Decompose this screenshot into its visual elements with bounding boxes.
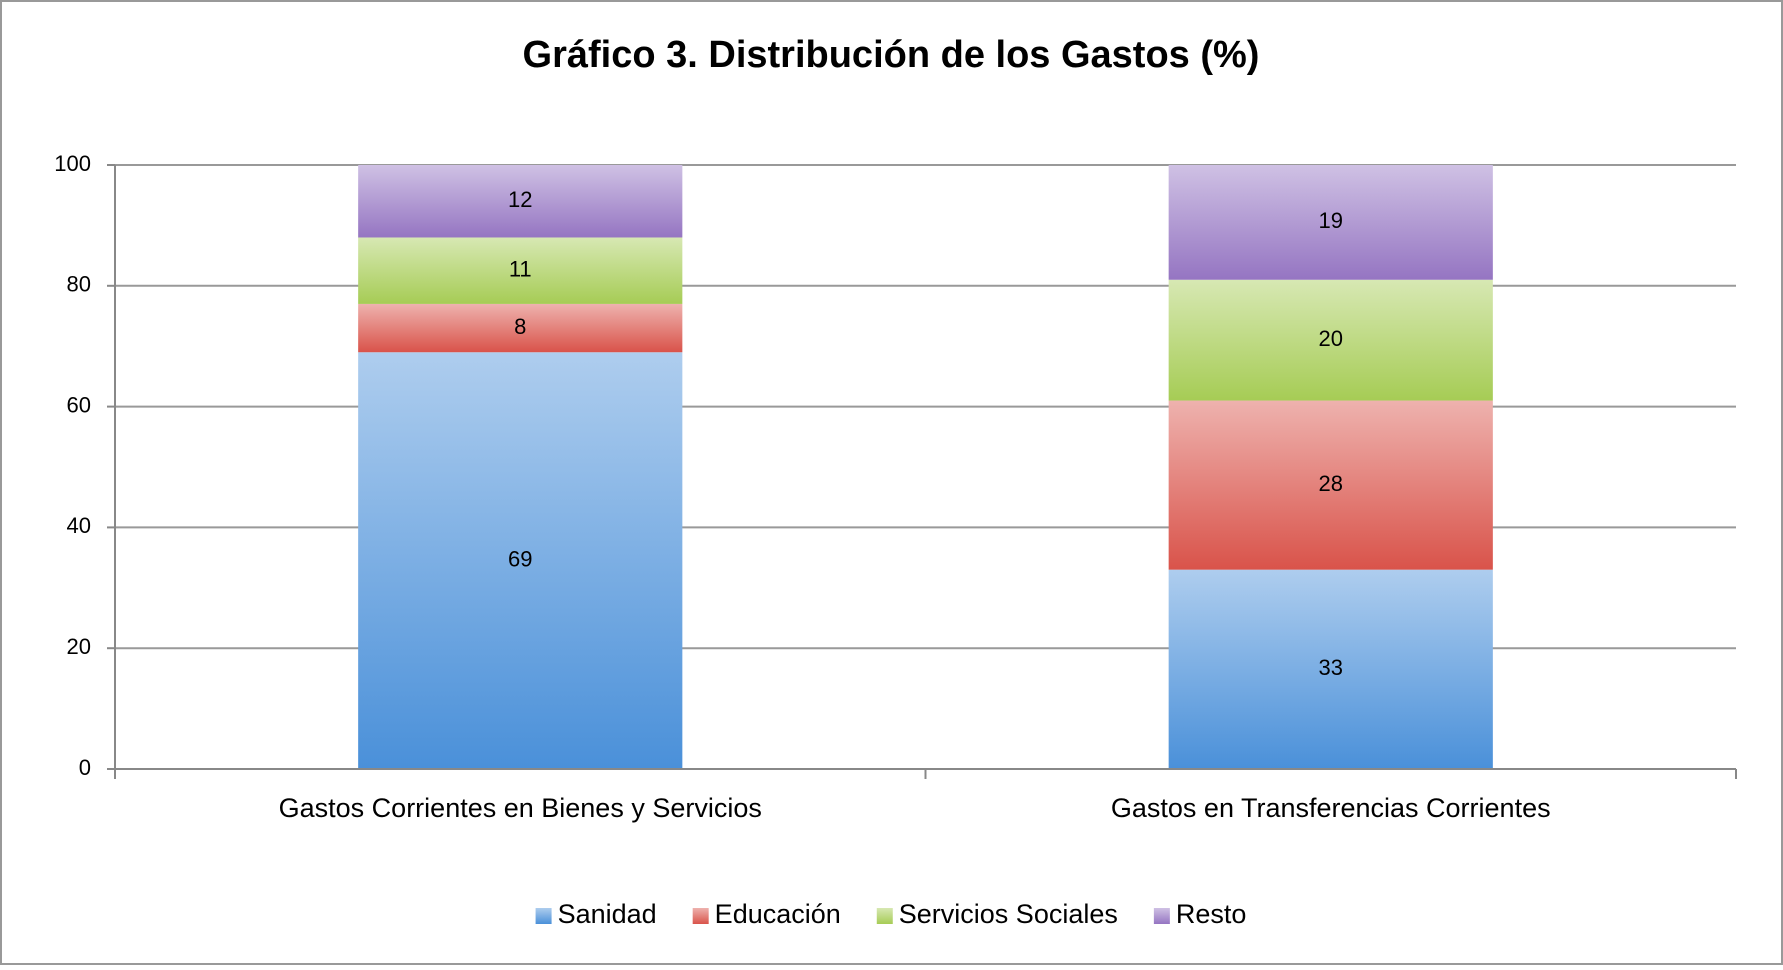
- bar-segment: [358, 237, 683, 304]
- bar-segment: [1168, 279, 1493, 401]
- y-tick-label: 0: [79, 755, 91, 780]
- x-tick-label: Gastos Corrientes en Bienes y Servicios: [279, 793, 762, 823]
- y-tick-label: 40: [67, 513, 91, 538]
- bar-segment: [358, 165, 683, 238]
- y-tick-label: 100: [54, 151, 91, 176]
- bar-segment: [1168, 400, 1493, 570]
- data-label: 69: [508, 546, 532, 571]
- y-tick-label: 60: [67, 392, 91, 417]
- legend-swatch: [692, 908, 709, 924]
- bar-segment: [1168, 569, 1493, 769]
- legend-swatch: [876, 908, 893, 924]
- legend-swatch: [1153, 908, 1170, 924]
- data-label: 11: [509, 257, 532, 282]
- legend: Sanidad Educación Servicios Sociales Resto: [535, 899, 1247, 929]
- y-tick-label: 80: [67, 272, 91, 297]
- legend-label: Sanidad: [558, 899, 657, 929]
- data-label: 8: [514, 314, 526, 339]
- data-label: 33: [1319, 655, 1343, 680]
- data-label: 28: [1319, 471, 1343, 496]
- data-label: 12: [508, 187, 532, 212]
- bar-segment: [358, 303, 683, 353]
- y-tick-label: 20: [67, 634, 91, 659]
- bar-segment: [1168, 165, 1493, 280]
- data-label: 19: [1319, 208, 1343, 233]
- legend-swatch: [535, 908, 552, 924]
- legend-label: Servicios Sociales: [899, 899, 1118, 929]
- x-tick-label: Gastos en Transferencias Corrientes: [1111, 793, 1551, 823]
- legend-label: Resto: [1176, 899, 1247, 929]
- chart-title: Gráfico 3. Distribución de los Gastos (%…: [523, 34, 1260, 76]
- legend-label: Educación: [715, 899, 841, 929]
- data-label: 20: [1319, 326, 1343, 351]
- bar-segment: [358, 352, 683, 769]
